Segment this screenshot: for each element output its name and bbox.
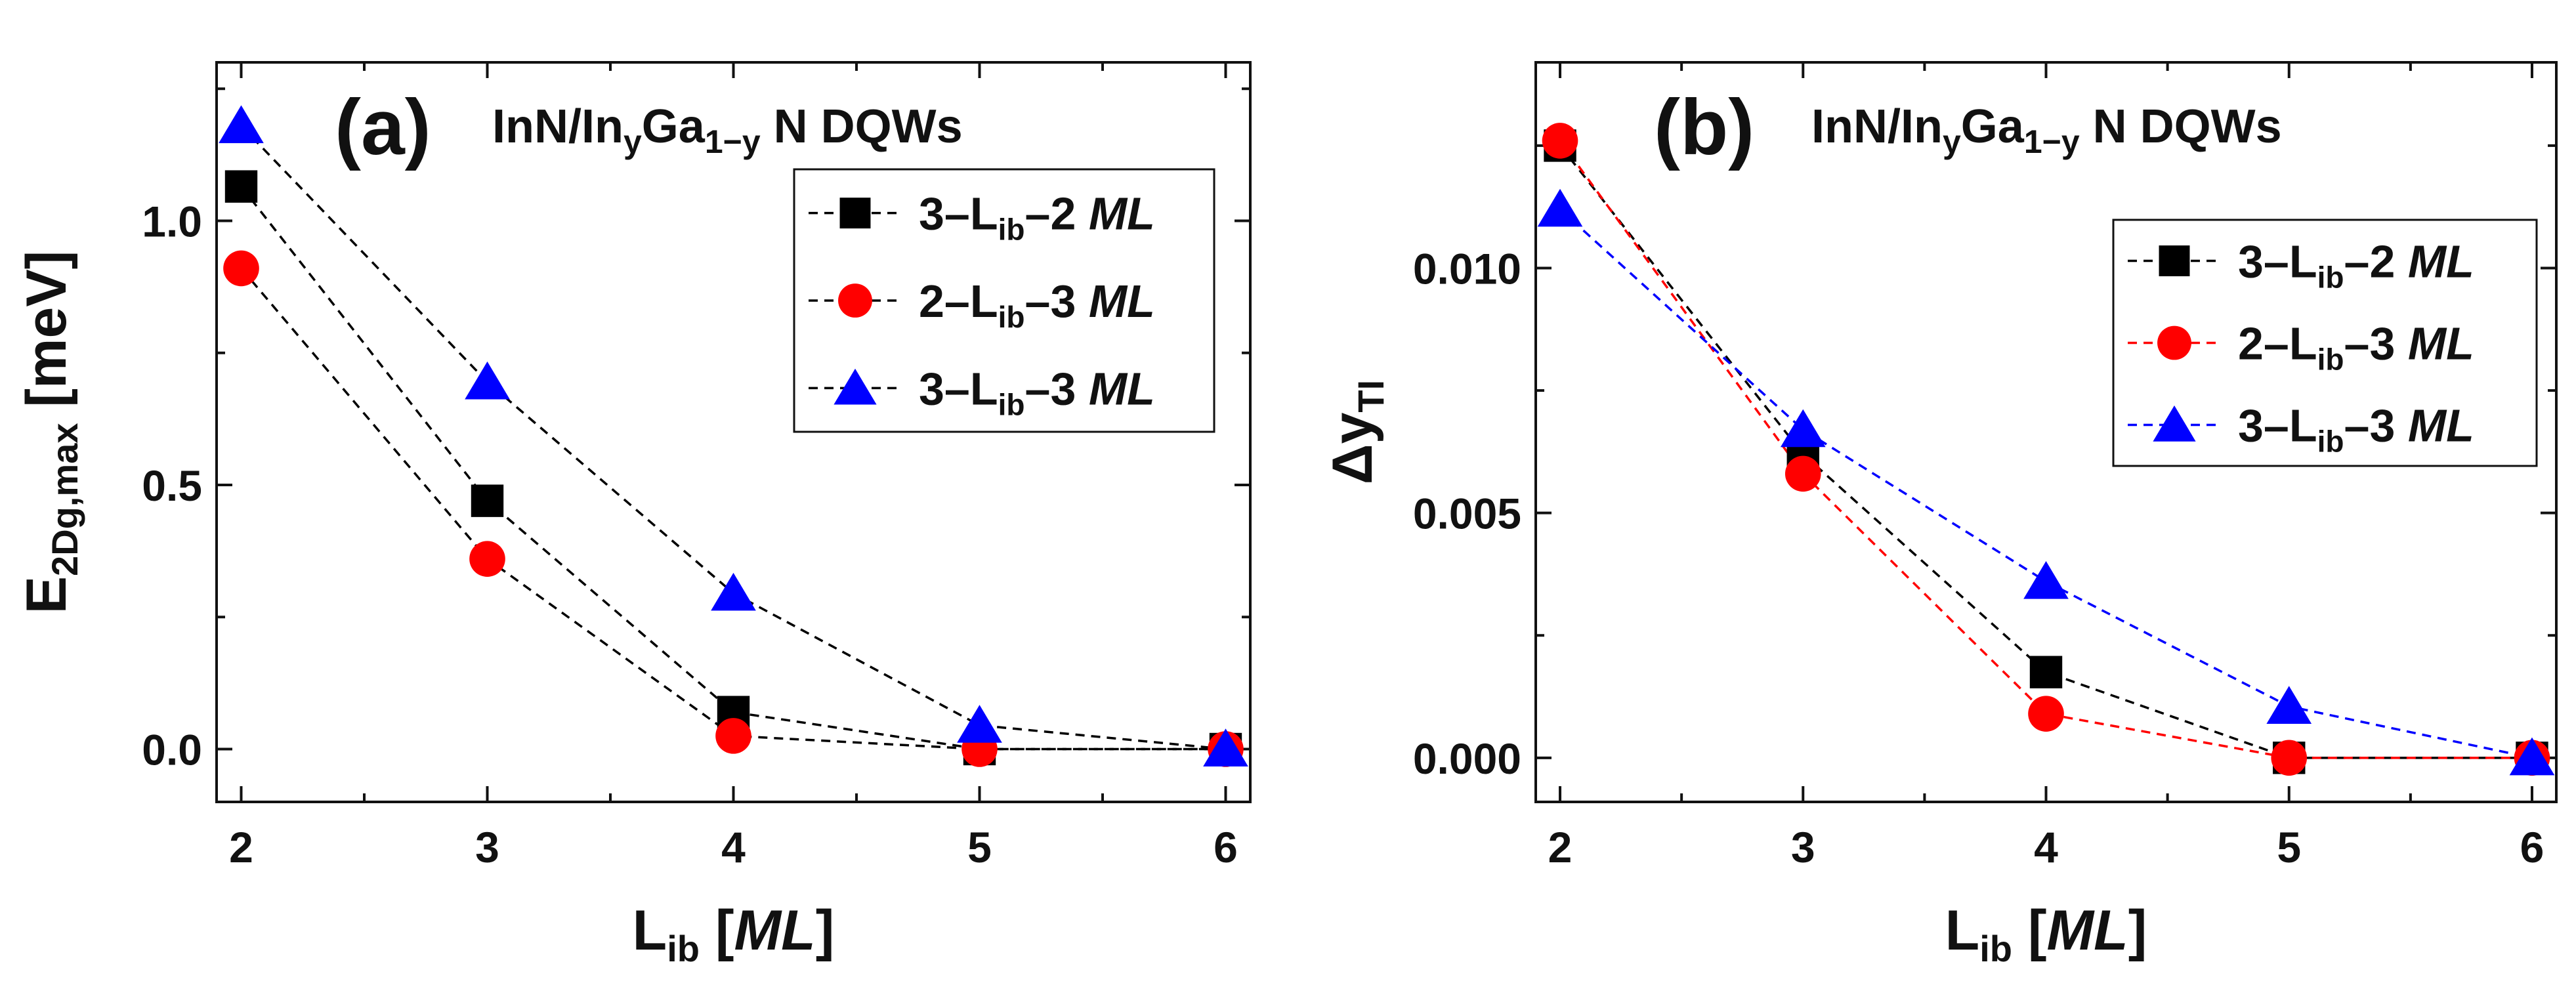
legend: 3–Lib–2 ML 2–Lib–3 ML 3–Lib–3 ML: [793, 168, 1215, 433]
x-tick-label: 5: [967, 823, 992, 871]
square-marker: [2159, 245, 2190, 276]
circle-marker: [1542, 123, 1578, 159]
x-axis-label: Lib [ML]: [633, 899, 835, 969]
x-axis-label: Lib [ML]: [1945, 899, 2147, 969]
panel-label: (b): [1654, 83, 1754, 171]
chart-title: InN/InyGa1−y N DQWs: [492, 100, 963, 160]
x-tick-label: 6: [1214, 823, 1238, 871]
legend-entry: 3–Lib–2 ML: [919, 188, 1155, 247]
x-tick-label: 4: [2034, 823, 2058, 871]
y-tick-label: 0.005: [1413, 490, 1521, 538]
triangle-marker: [2023, 560, 2069, 599]
triangle-marker: [2509, 737, 2555, 776]
triangle-marker: [465, 361, 510, 400]
x-tick-label: 5: [2277, 823, 2301, 871]
circle-marker: [2028, 696, 2064, 732]
square-marker: [839, 198, 871, 229]
circle-marker: [2157, 325, 2191, 360]
y-tick-label: 0.010: [1413, 244, 1521, 293]
series-line: [1559, 144, 2532, 759]
legend-entry: 3–Lib–3 ML: [2238, 400, 2474, 459]
triangle-marker: [834, 368, 877, 405]
y-tick-label: 0.000: [1413, 734, 1521, 783]
triangle-marker: [219, 105, 264, 144]
circle-marker: [2271, 740, 2308, 776]
legend-entry: 2–Lib–3 ML: [2238, 318, 2474, 377]
y-axis-label: ΔyTI: [1321, 380, 1391, 484]
x-tick-label: 3: [1791, 823, 1815, 871]
legend-entry: 3–Lib–2 ML: [2238, 236, 2474, 295]
y-tick-label: 0.0: [142, 726, 202, 774]
legend-entry: 3–Lib–3 ML: [919, 363, 1155, 421]
square-marker: [224, 170, 258, 203]
circle-marker: [469, 541, 505, 577]
triangle-marker: [2153, 405, 2196, 442]
triangle-marker: [1537, 188, 1583, 227]
y-tick-label: 0.5: [142, 461, 202, 510]
triangle-marker: [957, 705, 1002, 743]
legend-entry: 2–Lib–3 ML: [919, 276, 1155, 334]
y-tick-label: 1.0: [142, 198, 202, 246]
chart-panel-b: 2 3 4 5 6 0.000 0.005 0.010 (b) InN/InyGa1−y N DQ…: [1321, 61, 2558, 969]
legend: 3–Lib–2 ML 2–Lib–3 ML 3–Lib–3 ML: [2112, 219, 2538, 467]
chart-title: InN/InyGa1−y N DQWs: [1811, 100, 2282, 160]
series-line: [1559, 140, 2532, 759]
x-tick-label: 4: [721, 823, 746, 871]
y-axis-label: E2Dg,max [meV]: [15, 251, 85, 614]
x-tick-label: 6: [2520, 823, 2544, 871]
triangle-marker: [711, 572, 756, 611]
x-tick-label: 2: [1548, 823, 1573, 871]
x-tick-label: 2: [229, 823, 253, 871]
circle-marker: [223, 250, 259, 287]
circle-marker: [715, 718, 751, 754]
panel-label: (a): [335, 83, 431, 171]
circle-marker: [1784, 455, 1821, 492]
triangle-marker: [2266, 686, 2312, 724]
x-tick-label: 3: [475, 823, 499, 871]
square-marker: [2029, 656, 2063, 688]
circle-marker: [838, 283, 872, 318]
triangle-marker: [1780, 409, 1826, 448]
triangle-marker: [1203, 728, 1248, 767]
chart-panel-a: 2 3 4 5 6 0.0 0.5 1.0 (a) InN/InyGa1−y N DQWs Lib …: [15, 61, 1252, 969]
square-marker: [471, 484, 504, 517]
